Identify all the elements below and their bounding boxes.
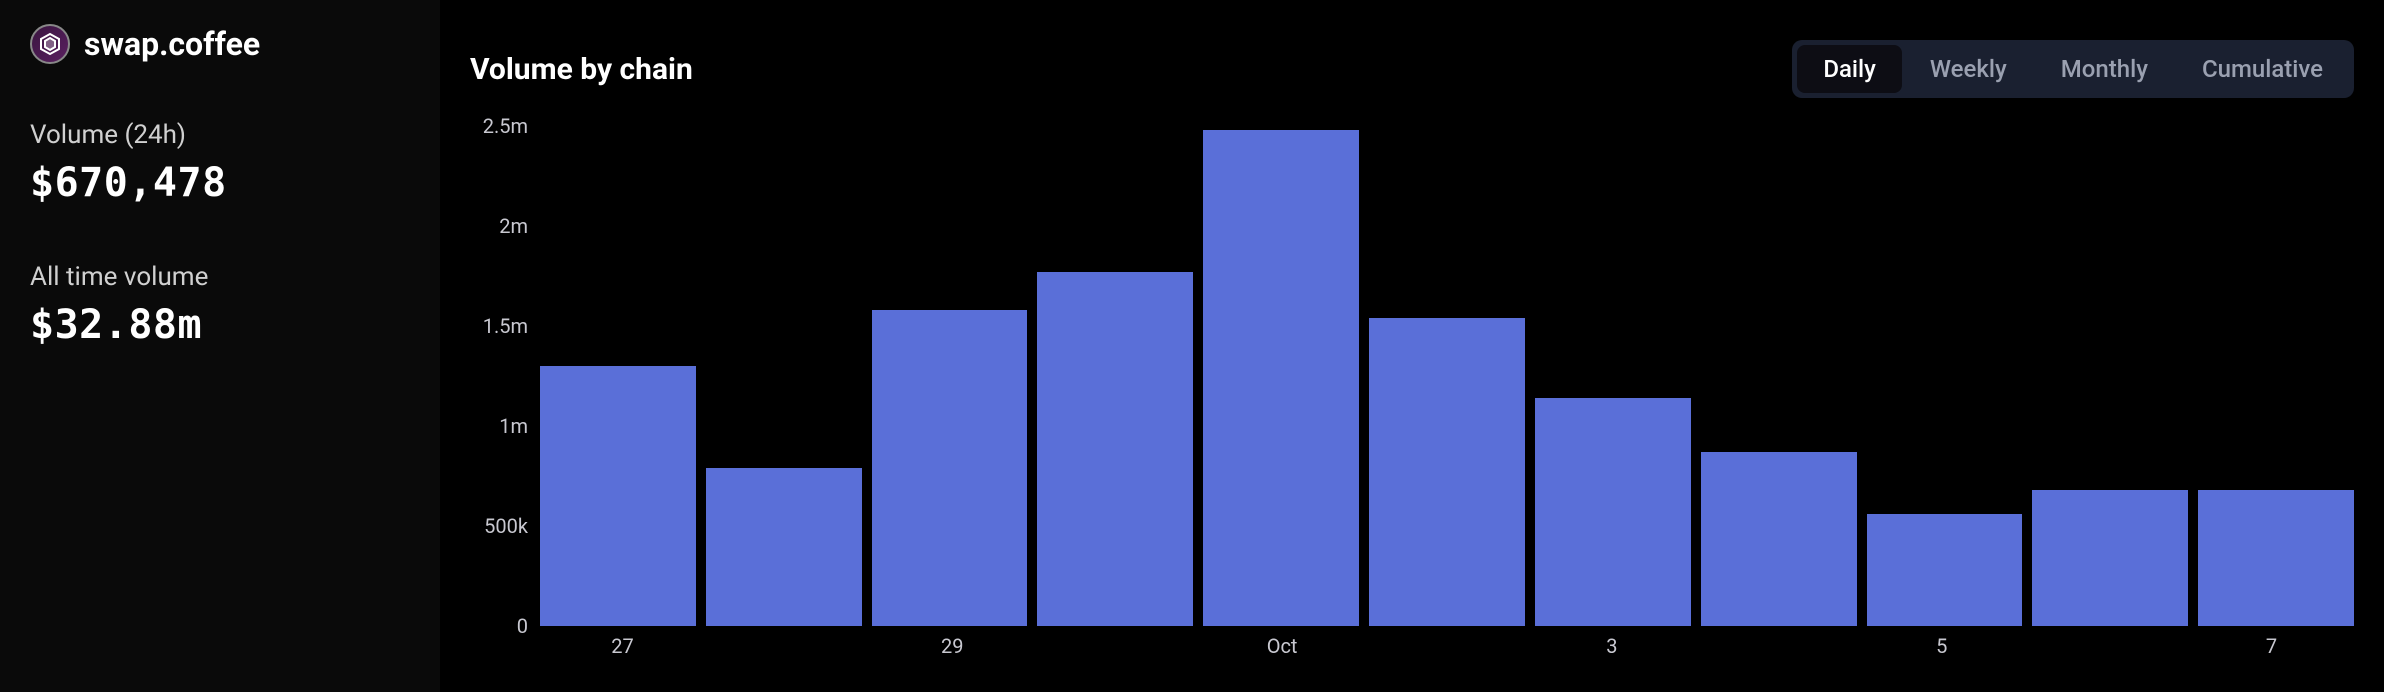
y-tick: 1.5m (483, 314, 528, 338)
x-tick: 7 (2189, 626, 2354, 666)
metric-all-time-volume: All time volume $32.88m (30, 262, 410, 348)
x-tick (1694, 626, 1859, 666)
x-tick (1365, 626, 1530, 666)
y-tick: 2m (499, 214, 528, 238)
bar[interactable] (540, 366, 696, 626)
bar[interactable] (1867, 514, 2023, 626)
bar[interactable] (1037, 272, 1193, 626)
y-tick: 500k (484, 514, 528, 538)
bar[interactable] (1369, 318, 1525, 626)
x-tick (2024, 626, 2189, 666)
y-tick: 0 (517, 614, 528, 638)
metric-label: Volume (24h) (30, 120, 410, 150)
bar[interactable] (2032, 490, 2188, 626)
range-tab-monthly[interactable]: Monthly (2035, 45, 2174, 93)
metric-value: $670,478 (30, 160, 410, 206)
range-tabs: DailyWeeklyMonthlyCumulative (1792, 40, 2354, 98)
sidebar: swap.coffee Volume (24h) $670,478 All ti… (0, 0, 440, 692)
app-logo-row[interactable]: swap.coffee (30, 24, 410, 64)
metric-label: All time volume (30, 262, 410, 292)
x-tick (705, 626, 870, 666)
plot: ma 2729Oct357 (540, 126, 2354, 666)
x-axis: 27 29 Oct 3 5 7 (540, 626, 2354, 666)
y-axis: 2.5m2m1.5m1m500k0 (470, 126, 540, 666)
y-tick: 2.5m (483, 114, 528, 138)
main-panel: Volume by chain DailyWeeklyMonthlyCumula… (440, 0, 2384, 692)
range-tab-daily[interactable]: Daily (1797, 45, 1902, 93)
x-tick: 29 (870, 626, 1035, 666)
chart-header: Volume by chain DailyWeeklyMonthlyCumula… (470, 40, 2354, 98)
bar[interactable] (706, 468, 862, 626)
x-tick: 3 (1529, 626, 1694, 666)
metric-volume-24h: Volume (24h) $670,478 (30, 120, 410, 206)
x-tick: 27 (540, 626, 705, 666)
x-tick: Oct (1200, 626, 1365, 666)
chart-title: Volume by chain (470, 52, 693, 87)
x-tick (1035, 626, 1200, 666)
bar[interactable] (1701, 452, 1857, 626)
app-logo-icon (30, 24, 70, 64)
bar[interactable] (2198, 490, 2354, 626)
metric-value: $32.88m (30, 302, 410, 348)
bar[interactable] (1535, 398, 1691, 626)
app-name: swap.coffee (84, 25, 260, 63)
y-tick: 1m (499, 414, 528, 438)
chart-area: 2.5m2m1.5m1m500k0 ma 2729Oct357 (470, 126, 2354, 666)
range-tab-weekly[interactable]: Weekly (1904, 45, 2033, 93)
range-tab-cumulative[interactable]: Cumulative (2176, 45, 2349, 93)
x-tick: 5 (1859, 626, 2024, 666)
bar[interactable] (872, 310, 1028, 626)
bar[interactable] (1203, 130, 1359, 626)
bars-container (540, 126, 2354, 626)
